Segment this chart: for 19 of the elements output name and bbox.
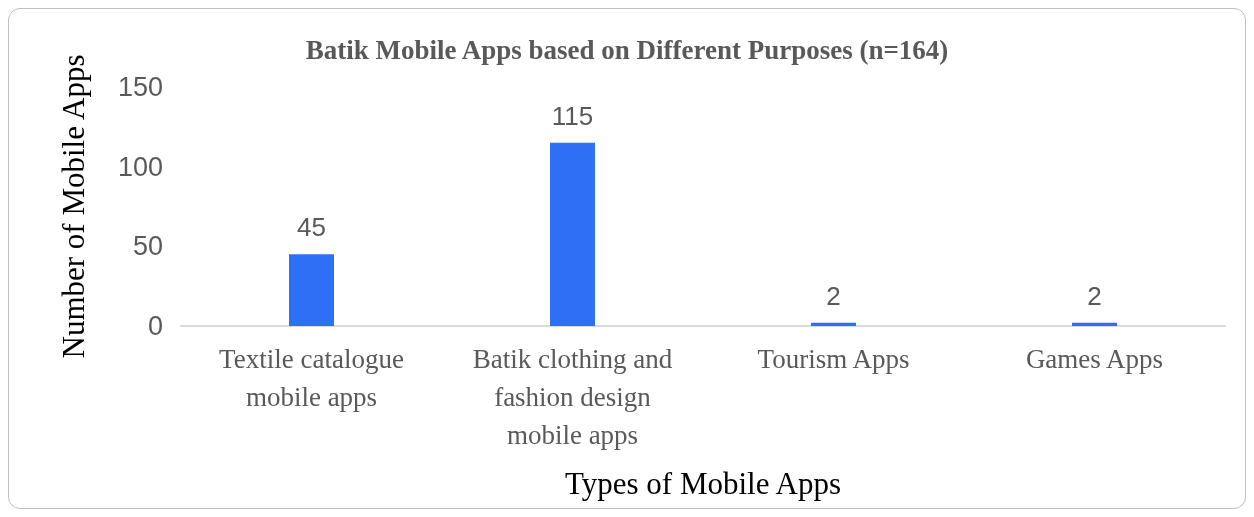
bar — [1072, 322, 1117, 326]
x-axis-title: Types of Mobile Apps — [565, 466, 841, 501]
y-axis-title: Number of Mobile Apps — [56, 54, 91, 359]
data-label: 2 — [826, 280, 841, 311]
x-tick-label: Textile catalogue mobile apps — [219, 344, 404, 412]
chart-title: Batik Mobile Apps based on Different Purposes (n=164) — [305, 34, 949, 65]
data-label: 45 — [297, 212, 326, 243]
data-label: 115 — [551, 100, 594, 131]
y-tick-label: 150 — [117, 72, 163, 102]
bar — [289, 254, 334, 326]
x-tick-label: Games Apps — [1025, 344, 1164, 374]
y-tick-label: 100 — [117, 151, 163, 182]
x-tick-label: Tourism Apps — [757, 344, 910, 374]
y-tick-label: 0 — [147, 311, 163, 341]
bar — [550, 142, 595, 326]
data-label: 2 — [1087, 280, 1102, 311]
bar — [811, 322, 856, 326]
y-tick-label: 50 — [132, 231, 163, 262]
x-tick-label: Batik clothing and fashion design mobile apps — [472, 344, 673, 450]
